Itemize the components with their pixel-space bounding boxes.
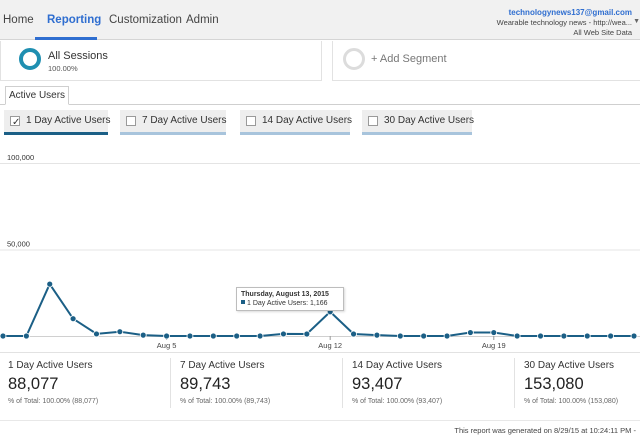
segment-name: All Sessions	[48, 50, 108, 62]
data-point	[373, 331, 381, 339]
nav-reporting[interactable]: Reporting	[47, 14, 102, 26]
active-users-chart: 100,000 50,000 Aug 5 Aug 12 Aug 19	[0, 153, 640, 350]
toggle-1-day-active-users[interactable]: ✓ 1 Day Active Users	[4, 110, 111, 135]
x-tick-label: Aug 12	[318, 341, 342, 350]
summary-separator	[342, 358, 343, 408]
active-nav-indicator	[35, 37, 97, 40]
checkmark-icon: ✓	[12, 117, 21, 128]
account-email: technologynews137@gmail.com	[508, 8, 632, 17]
checkbox[interactable]	[126, 116, 136, 126]
chart-series	[0, 280, 638, 340]
x-tick-label: Aug 19	[482, 341, 506, 350]
tooltip-date: Thursday, August 13, 2015	[241, 291, 329, 298]
top-navigation: Home Reporting Customization Admin techn…	[0, 0, 640, 40]
x-tick-label: Aug 5	[157, 341, 177, 350]
data-point	[490, 329, 498, 336]
data-point	[46, 280, 54, 288]
data-point	[513, 332, 521, 340]
summary-value: 93,407	[352, 375, 403, 393]
nav-customization[interactable]: Customization	[109, 14, 182, 26]
toggle-label: 14 Day Active Users	[262, 115, 353, 126]
toggle-label: 1 Day Active Users	[26, 115, 111, 126]
data-point	[116, 328, 124, 336]
data-point	[583, 332, 591, 340]
summary-separator	[514, 358, 515, 408]
toggle-underline	[120, 132, 226, 135]
empty-segment-ring-icon	[343, 48, 365, 70]
data-point	[233, 332, 241, 340]
data-point	[350, 330, 357, 338]
data-point	[537, 332, 544, 340]
y-axis-labels: 100,000 50,000	[7, 153, 34, 249]
data-point	[186, 332, 194, 340]
nav-admin[interactable]: Admin	[186, 14, 219, 26]
nav-home[interactable]: Home	[3, 14, 34, 26]
add-segment-card[interactable]: + Add Segment	[332, 41, 640, 81]
tooltip-value-row: 1 Day Active Users: 1,166	[241, 299, 339, 308]
summary-percent: % of Total: 100.00% (88,077)	[8, 398, 99, 405]
data-point	[256, 332, 264, 340]
summary-title: 14 Day Active Users	[352, 360, 443, 371]
summary-divider	[0, 352, 640, 353]
summary-value: 89,743	[180, 375, 231, 393]
data-point	[443, 332, 451, 340]
checkbox[interactable]	[368, 116, 378, 126]
data-point	[420, 332, 428, 340]
toggle-label: 7 Day Active Users	[142, 115, 227, 126]
data-point	[630, 332, 638, 340]
data-point	[467, 329, 474, 336]
summary-value: 88,077	[8, 375, 59, 393]
toggle-underline	[362, 132, 472, 135]
toggle-label: 30 Day Active Users	[384, 115, 475, 126]
summary-title: 1 Day Active Users	[8, 360, 93, 371]
data-point	[93, 330, 100, 338]
data-point	[0, 332, 7, 340]
segment-all-sessions[interactable]: All Sessions 100.00%	[0, 41, 322, 81]
chevron-down-icon[interactable]: ▼	[633, 18, 640, 25]
data-point	[280, 330, 287, 338]
tab-active-users[interactable]: Active Users	[5, 86, 69, 105]
summary-title: 30 Day Active Users	[524, 360, 615, 371]
tooltip-value: 1 Day Active Users: 1,166	[247, 300, 328, 307]
chart-grid	[0, 163, 640, 340]
chart-tooltip: Thursday, August 13, 2015 1 Day Active U…	[236, 287, 344, 311]
series-line	[3, 282, 634, 337]
summary-percent: % of Total: 100.00% (89,743)	[180, 398, 271, 405]
summary-percent: % of Total: 100.00% (153,080)	[524, 398, 619, 405]
account-selector[interactable]: technologynews137@gmail.com Wearable tec…	[497, 8, 632, 38]
data-point	[607, 332, 615, 340]
y-tick-label: 50,000	[7, 240, 30, 249]
tab-divider	[0, 104, 640, 105]
add-segment-button[interactable]: + Add Segment	[371, 53, 447, 65]
checkbox[interactable]: ✓	[10, 116, 20, 128]
data-point	[22, 332, 30, 340]
toggle-30-day-active-users[interactable]: 30 Day Active Users	[362, 110, 475, 135]
account-view: All Web Site Data	[573, 28, 632, 37]
toggle-14-day-active-users[interactable]: 14 Day Active Users	[240, 110, 353, 135]
checkbox[interactable]	[246, 116, 256, 126]
report-generated-note: This report was generated on 8/29/15 at …	[454, 426, 636, 435]
data-point	[396, 332, 404, 340]
segment-ring-icon	[19, 48, 41, 70]
series-dot-icon	[241, 300, 245, 304]
data-point	[560, 332, 568, 340]
y-tick-label: 100,000	[7, 153, 34, 162]
toggle-underline	[4, 132, 108, 135]
data-point	[209, 332, 217, 340]
summary-percent: % of Total: 100.00% (93,407)	[352, 398, 443, 405]
footer-divider	[0, 420, 640, 421]
data-point	[69, 315, 77, 323]
toggle-7-day-active-users[interactable]: 7 Day Active Users	[120, 110, 227, 135]
account-property: Wearable technology news - http://wea...	[496, 18, 632, 27]
summary-title: 7 Day Active Users	[180, 360, 265, 371]
x-axis-labels: Aug 5 Aug 12 Aug 19	[157, 341, 506, 350]
summary-value: 153,080	[524, 375, 584, 393]
data-point	[139, 331, 147, 339]
summary-separator	[170, 358, 171, 408]
data-point	[303, 330, 311, 338]
toggle-underline	[240, 132, 350, 135]
segment-percentage: 100.00%	[48, 64, 78, 73]
data-point	[163, 332, 170, 340]
